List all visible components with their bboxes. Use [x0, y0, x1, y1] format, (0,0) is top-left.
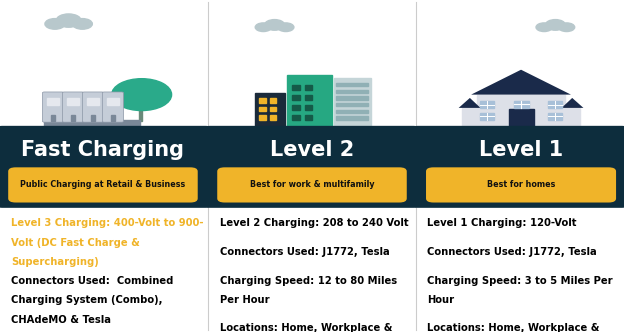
Bar [514, 101, 529, 108]
Bar [462, 108, 477, 126]
Text: Hour: Hour [427, 295, 454, 305]
Circle shape [112, 79, 172, 111]
Bar [255, 93, 285, 126]
Bar [292, 105, 300, 110]
Circle shape [265, 20, 285, 30]
FancyBboxPatch shape [217, 167, 407, 203]
Bar [47, 98, 59, 105]
Text: Level 2: Level 2 [270, 140, 354, 160]
Text: Public Charging at Retail & Business: Public Charging at Retail & Business [21, 180, 185, 190]
Text: Connectors Used: J1772, Tesla: Connectors Used: J1772, Tesla [220, 247, 389, 257]
Bar [336, 96, 368, 100]
Text: Best for work & multifamily: Best for work & multifamily [250, 180, 374, 190]
Bar [336, 90, 368, 93]
Bar [480, 113, 494, 120]
Polygon shape [562, 98, 583, 108]
Bar [71, 115, 75, 121]
FancyBboxPatch shape [426, 167, 616, 203]
Bar [480, 101, 494, 108]
Bar [270, 107, 276, 111]
Text: CHAdeMO & Tesla: CHAdeMO & Tesla [11, 315, 111, 325]
Circle shape [278, 23, 294, 32]
Bar [292, 95, 300, 100]
Bar [292, 85, 300, 90]
Circle shape [545, 20, 565, 30]
Polygon shape [471, 70, 571, 95]
Text: Locations: Home, Workplace &: Locations: Home, Workplace & [427, 323, 600, 332]
Bar [107, 98, 119, 105]
FancyBboxPatch shape [0, 126, 210, 208]
Text: Connectors Used:  Combined: Connectors Used: Combined [11, 276, 173, 286]
Bar [305, 105, 312, 110]
Text: Charging Speed: 3 to 5 Miles Per: Charging Speed: 3 to 5 Miles Per [427, 276, 613, 286]
Bar [336, 83, 368, 86]
Text: Level 1 Charging: 120-Volt: Level 1 Charging: 120-Volt [427, 218, 577, 228]
Bar [111, 115, 115, 121]
Bar [67, 98, 79, 105]
Text: Level 3 Charging: 400-Volt to 900-: Level 3 Charging: 400-Volt to 900- [11, 218, 203, 228]
Text: Volt (DC Fast Charge &: Volt (DC Fast Charge & [11, 238, 140, 248]
Bar [334, 78, 371, 126]
Bar [44, 120, 140, 126]
Bar [336, 116, 368, 120]
Bar [548, 101, 562, 108]
Bar [259, 115, 266, 120]
Bar [336, 110, 368, 113]
Text: Charging System (Combo),: Charging System (Combo), [11, 295, 163, 305]
Bar [548, 113, 562, 120]
Text: Per Hour: Per Hour [220, 295, 270, 305]
FancyBboxPatch shape [414, 126, 624, 208]
Text: Connectors Used: J1772, Tesla: Connectors Used: J1772, Tesla [427, 247, 597, 257]
Bar [91, 115, 95, 121]
Text: Supercharging): Supercharging) [11, 257, 99, 267]
Bar [477, 95, 565, 126]
Bar [305, 115, 312, 120]
Text: Level 2 Charging: 208 to 240 Volt: Level 2 Charging: 208 to 240 Volt [220, 218, 408, 228]
Bar [305, 85, 312, 90]
Text: Charging Speed: 12 to 80 Miles: Charging Speed: 12 to 80 Miles [220, 276, 397, 286]
Bar [51, 115, 55, 121]
Bar [270, 115, 276, 120]
Bar [259, 107, 266, 111]
FancyBboxPatch shape [102, 92, 124, 122]
FancyBboxPatch shape [62, 92, 84, 122]
Polygon shape [459, 98, 480, 108]
Bar [565, 108, 580, 126]
FancyBboxPatch shape [8, 167, 198, 203]
Circle shape [72, 19, 92, 29]
Bar [292, 115, 300, 120]
Circle shape [558, 23, 575, 32]
Bar [509, 109, 534, 126]
Text: Level 1: Level 1 [479, 140, 563, 160]
Circle shape [536, 23, 552, 32]
Text: Best for homes: Best for homes [487, 180, 555, 190]
Bar [270, 98, 276, 103]
Bar [87, 98, 99, 105]
FancyBboxPatch shape [206, 126, 417, 208]
Bar [139, 95, 142, 121]
Text: Locations: Home, Workplace &: Locations: Home, Workplace & [220, 323, 392, 332]
Circle shape [45, 19, 65, 29]
Bar [287, 75, 332, 126]
Circle shape [56, 14, 81, 27]
Bar [259, 98, 266, 103]
Bar [305, 95, 312, 100]
Circle shape [255, 23, 271, 32]
FancyBboxPatch shape [42, 92, 64, 122]
Text: Fast Charging: Fast Charging [21, 140, 185, 160]
FancyBboxPatch shape [82, 92, 104, 122]
Bar [336, 103, 368, 106]
